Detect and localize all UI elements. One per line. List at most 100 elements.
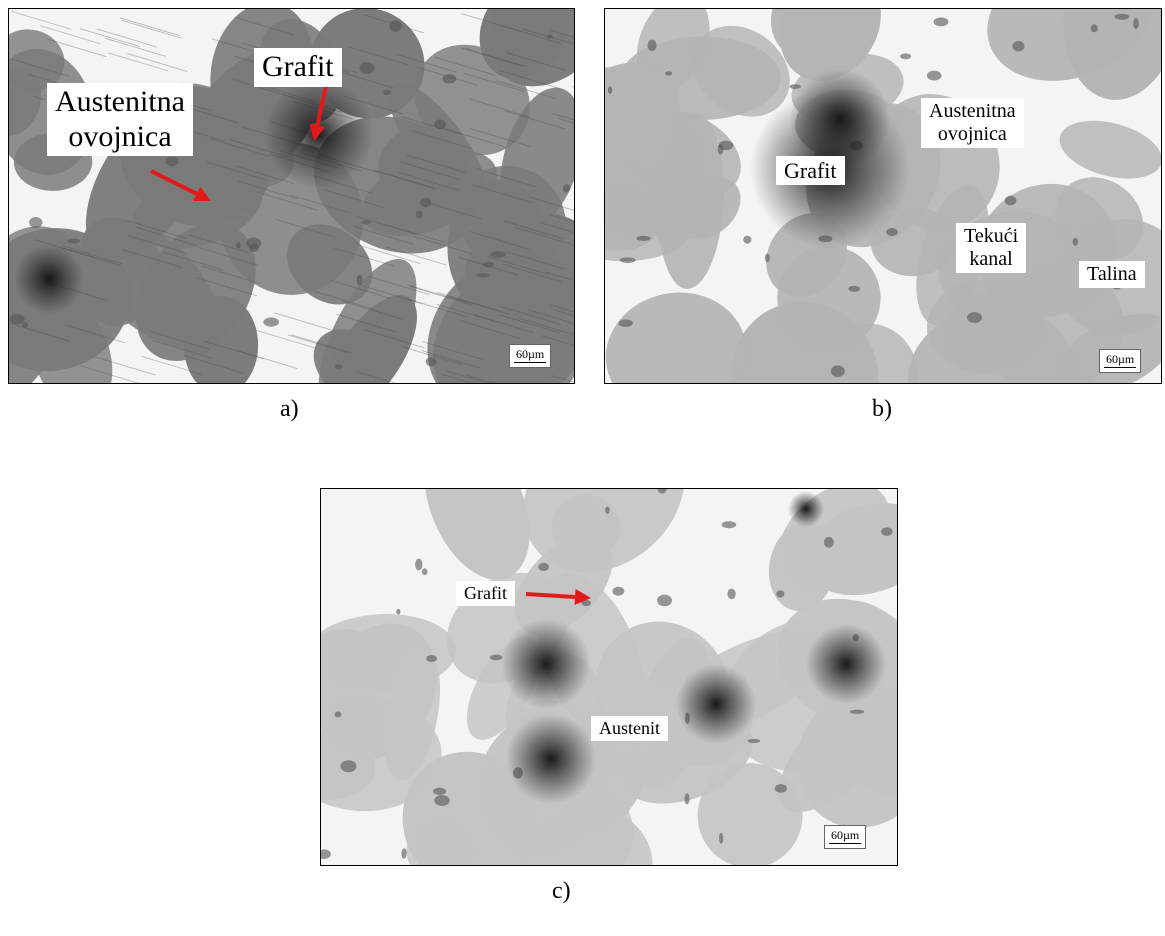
- panel-caption: a): [280, 396, 299, 422]
- streak: [500, 305, 561, 325]
- streak: [257, 191, 318, 211]
- streak: [410, 286, 471, 305]
- inclusion: [22, 322, 28, 329]
- label-line: kanal: [969, 248, 1013, 270]
- streak: [498, 69, 560, 89]
- label-line: Grafit: [464, 583, 507, 603]
- grain: [427, 252, 574, 383]
- streak: [385, 246, 447, 266]
- inclusion: [321, 849, 331, 859]
- scale-bar-text: 60µm: [1104, 352, 1137, 368]
- grain: [908, 306, 1074, 383]
- annotation-label: Grafit: [254, 48, 342, 87]
- inclusion: [1012, 40, 1025, 52]
- streak: [188, 234, 249, 254]
- streak: [550, 214, 574, 223]
- streak: [502, 263, 563, 283]
- inclusion: [612, 586, 625, 596]
- inclusion: [900, 53, 912, 60]
- inclusion: [1114, 13, 1130, 20]
- streak: [290, 194, 351, 214]
- arrow-head: [574, 589, 591, 606]
- inclusion: [361, 220, 371, 225]
- streak: [105, 37, 166, 57]
- streak: [470, 128, 531, 148]
- streak: [330, 279, 391, 299]
- streak: [396, 53, 458, 73]
- graphite-rosette: [788, 491, 824, 527]
- streak: [61, 245, 123, 265]
- micrograph-panel: Grafit Austenit 60µm: [320, 488, 898, 866]
- streak: [504, 110, 565, 130]
- inclusion: [657, 489, 667, 494]
- inclusion: [926, 70, 942, 81]
- grain: [1063, 9, 1161, 100]
- grain: [871, 207, 957, 277]
- streak: [119, 17, 181, 37]
- inclusion: [475, 273, 490, 278]
- label-line: Grafit: [262, 50, 334, 83]
- panel-caption: b): [872, 396, 892, 422]
- label-line: Grafit: [784, 158, 837, 183]
- inclusion: [605, 506, 610, 514]
- streak: [542, 335, 574, 347]
- streak: [475, 168, 536, 188]
- streak: [398, 171, 459, 191]
- inclusion: [718, 140, 734, 151]
- streak: [440, 373, 473, 383]
- inclusion: [776, 590, 785, 598]
- inclusion: [442, 74, 457, 84]
- micrograph-image: [321, 489, 897, 865]
- inclusion: [789, 84, 802, 89]
- streak: [136, 227, 197, 246]
- inclusion: [665, 71, 673, 76]
- inclusion: [657, 594, 672, 607]
- grain: [9, 29, 65, 91]
- streak: [288, 334, 349, 354]
- label-line: ovojnica: [937, 123, 1007, 145]
- label-line: Austenitna: [929, 100, 1016, 122]
- inclusion: [415, 210, 423, 219]
- streak: [314, 290, 375, 310]
- annotation-label: Talina: [1079, 261, 1145, 288]
- streak: [422, 341, 483, 361]
- streak: [203, 340, 264, 360]
- streak: [95, 356, 156, 376]
- annotation-label: Austenitna ovojnica: [47, 83, 193, 156]
- streak: [108, 52, 169, 72]
- arrow-shaft: [315, 85, 328, 126]
- streak: [152, 339, 213, 359]
- grain: [692, 25, 790, 117]
- inclusion: [933, 17, 949, 27]
- streak: [504, 250, 566, 270]
- inclusion: [419, 197, 432, 208]
- inclusion: [618, 319, 633, 327]
- streak: [150, 330, 211, 350]
- streak: [9, 322, 71, 342]
- inclusion: [647, 39, 657, 52]
- streak: [334, 247, 395, 267]
- annotation-label: Tekući kanal: [956, 223, 1027, 273]
- streak: [324, 189, 385, 209]
- streak: [501, 25, 563, 45]
- streak: [401, 346, 462, 366]
- streak: [163, 251, 224, 271]
- streak: [369, 276, 430, 295]
- grain: [488, 9, 574, 87]
- streak: [407, 298, 468, 318]
- inclusion: [719, 832, 724, 844]
- streak: [530, 196, 574, 211]
- inclusion: [9, 314, 25, 325]
- streak: [506, 52, 567, 72]
- streak: [400, 161, 461, 181]
- graphite-rosette: [790, 69, 890, 169]
- annotation-label: Grafit: [776, 156, 845, 186]
- streak: [375, 170, 436, 190]
- grain: [389, 82, 488, 208]
- inclusion: [1072, 237, 1078, 246]
- streak: [336, 313, 397, 333]
- inclusion: [546, 34, 553, 39]
- streak: [444, 128, 505, 148]
- grain: [313, 329, 391, 383]
- micrograph-panel: Grafit Austenitna ovojnica 60µm: [8, 8, 575, 384]
